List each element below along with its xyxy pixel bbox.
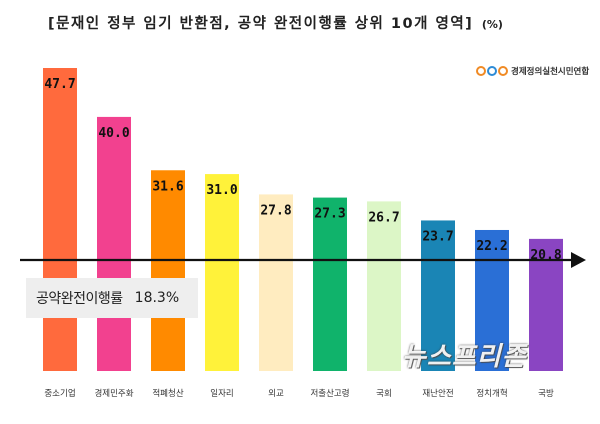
- value-label-3: 31.6: [152, 179, 183, 194]
- value-label-6: 27.3: [314, 207, 345, 222]
- bar-8: [421, 220, 455, 371]
- value-label-7: 26.7: [368, 210, 399, 225]
- value-label-1: 47.7: [44, 77, 75, 92]
- bar-2: [97, 116, 131, 371]
- logo: 경제정의실천시민연합: [476, 65, 589, 77]
- bar-1: [43, 68, 77, 371]
- bar-4: [205, 174, 239, 371]
- reference-arrowhead-icon: [571, 252, 586, 268]
- category-label-3: 적폐청산: [152, 388, 183, 399]
- category-label-2: 경제민주화: [94, 388, 133, 399]
- bar-6: [313, 197, 347, 371]
- implementation-rate-label: 공약완전이행률: [36, 291, 123, 307]
- title-text: [문재인 정부 임기 반환점, 공약 완전이행률 상위 10개 영역]: [48, 16, 474, 32]
- category-label-7: 국회: [376, 389, 392, 399]
- value-label-8: 23.7: [422, 229, 453, 244]
- category-label-4: 일자리: [210, 389, 233, 399]
- category-label-1: 중소기업: [44, 389, 75, 399]
- implementation-rate-box: 공약완전이행률 18.3%: [26, 278, 198, 318]
- watermark: 뉴스프리존: [402, 342, 527, 372]
- bar-3: [151, 170, 185, 371]
- title-unit: (%): [481, 18, 503, 31]
- category-label-8: 재난안전: [422, 388, 453, 399]
- category-label-10: 국방: [538, 388, 554, 399]
- category-label-5: 외교: [268, 388, 284, 399]
- value-label-5: 27.8: [260, 203, 291, 218]
- bar-5: [259, 194, 293, 371]
- chart-title: [문재인 정부 임기 반환점, 공약 완전이행률 상위 10개 영역] (%): [48, 12, 588, 33]
- logo-mark-icon: [476, 66, 508, 76]
- value-label-4: 31.0: [206, 183, 237, 198]
- value-label-9: 22.2: [476, 239, 507, 254]
- bar-7: [367, 201, 401, 371]
- category-label-9: 정치개혁: [476, 388, 507, 399]
- implementation-rate-value: 18.3%: [134, 290, 180, 306]
- category-label-6: 저출산고령: [310, 388, 349, 399]
- bar-9: [475, 229, 509, 371]
- logo-text: 경제정의실천시민연합: [511, 67, 590, 77]
- value-label-2: 40.0: [98, 126, 129, 141]
